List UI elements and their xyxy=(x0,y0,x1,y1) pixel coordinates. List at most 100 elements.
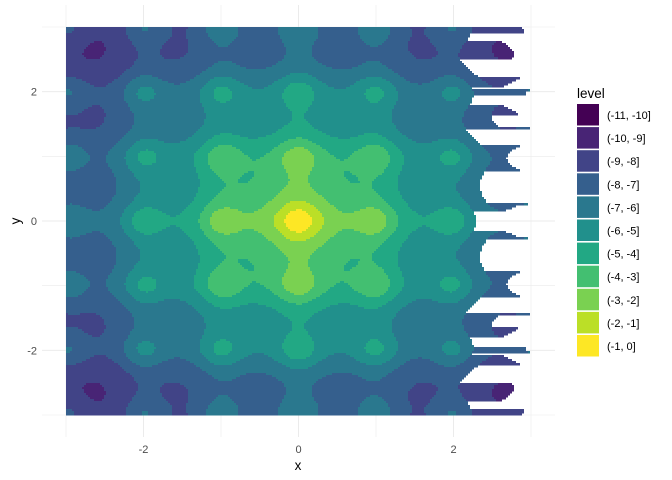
contour-cell xyxy=(66,175,114,178)
contour-cell xyxy=(86,81,112,84)
contour-cell xyxy=(130,401,168,404)
contour-cell xyxy=(210,151,242,154)
contour-cell xyxy=(66,331,84,334)
contour-cell xyxy=(116,181,140,184)
contour-cell xyxy=(224,181,238,184)
contour-cell xyxy=(138,345,154,348)
contour-cell xyxy=(492,355,504,358)
contour-cell xyxy=(66,135,124,138)
contour-cell xyxy=(366,349,384,352)
contour-cell xyxy=(82,329,104,332)
contour-cell xyxy=(402,153,442,156)
contour-cell xyxy=(472,413,522,416)
contour-cell xyxy=(66,99,124,102)
contour-cell xyxy=(472,231,498,234)
contour-cell xyxy=(324,197,382,200)
contour-cell xyxy=(278,295,320,298)
contour-cell xyxy=(66,341,124,344)
contour-cell xyxy=(494,109,512,112)
contour-cell xyxy=(210,79,236,82)
contour-cell xyxy=(74,411,126,414)
contour-cell xyxy=(66,355,94,358)
contour-cell xyxy=(138,261,200,264)
contour-cell xyxy=(228,395,284,398)
contour-cell xyxy=(196,309,276,312)
contour-cell xyxy=(138,385,162,388)
contour-cell xyxy=(388,277,404,280)
contour-cell xyxy=(430,41,466,44)
contour-cell xyxy=(438,387,458,390)
contour-cell xyxy=(204,317,288,320)
contour-cell xyxy=(426,225,464,228)
contour-cell xyxy=(144,233,152,236)
contour-cell xyxy=(310,317,394,320)
contour-cell xyxy=(358,29,390,32)
contour-cell xyxy=(120,223,132,226)
contour-cell xyxy=(128,337,202,340)
contour-cell xyxy=(388,37,410,40)
contour-cell xyxy=(382,135,406,138)
contour-cell xyxy=(112,169,130,172)
contour-cell xyxy=(404,159,440,162)
contour-cell xyxy=(132,145,202,148)
contour-cell xyxy=(470,291,486,294)
contour-cell xyxy=(110,291,128,294)
contour-cell xyxy=(490,235,516,238)
contour-cell xyxy=(180,83,206,86)
contour-cell xyxy=(206,31,238,34)
contour-cell xyxy=(140,189,198,192)
contour-cell xyxy=(188,397,216,400)
contour-cell xyxy=(290,149,308,152)
contour-cell xyxy=(358,407,390,410)
contour-cell xyxy=(456,75,478,78)
contour-cell xyxy=(204,329,292,332)
contour-cell xyxy=(460,95,474,98)
contour-cell xyxy=(460,363,480,366)
contour-cell xyxy=(116,187,140,190)
contour-cell xyxy=(126,339,200,342)
contour-cell xyxy=(472,153,490,156)
contour-cell xyxy=(312,47,408,50)
contour-cell xyxy=(188,391,286,394)
contour-cell xyxy=(398,265,462,268)
contour-cell xyxy=(108,153,126,156)
contour-cell xyxy=(366,61,380,64)
contour-cell xyxy=(308,367,398,370)
contour-cell xyxy=(282,95,314,98)
contour-cell xyxy=(312,217,324,220)
contour-cell xyxy=(406,201,466,204)
contour-cell xyxy=(90,157,106,160)
contour-cell xyxy=(492,327,518,330)
contour-cell xyxy=(186,409,206,412)
contour-cell xyxy=(208,155,248,158)
contour-cell xyxy=(282,93,314,96)
contour-cell xyxy=(460,283,472,286)
contour-cell xyxy=(458,287,472,290)
contour-cell xyxy=(136,381,282,384)
contour-cell xyxy=(134,243,194,246)
contour-cell xyxy=(324,243,382,246)
contour-cell xyxy=(104,329,132,332)
contour-cell xyxy=(206,325,292,328)
contour-cell xyxy=(460,155,472,158)
contour-cell xyxy=(108,287,126,290)
contour-cell xyxy=(436,47,462,50)
contour-cell xyxy=(240,263,252,266)
contour-cell xyxy=(366,379,380,382)
contour-cell xyxy=(164,43,188,46)
contour-cell xyxy=(210,275,284,278)
contour-cell xyxy=(314,205,334,208)
contour-cell xyxy=(66,281,90,284)
contour-cell xyxy=(130,373,208,376)
contour-cell xyxy=(206,83,244,86)
contour-cell xyxy=(308,177,346,180)
contour-cell xyxy=(118,299,136,302)
contour-cell xyxy=(248,85,268,88)
contour-cell xyxy=(66,403,128,406)
contour-cell xyxy=(192,135,214,138)
contour-cell xyxy=(242,211,254,214)
contour-cell xyxy=(66,249,116,252)
contour-cell xyxy=(468,335,498,338)
contour-cell xyxy=(66,259,116,262)
contour-cell xyxy=(214,147,236,150)
